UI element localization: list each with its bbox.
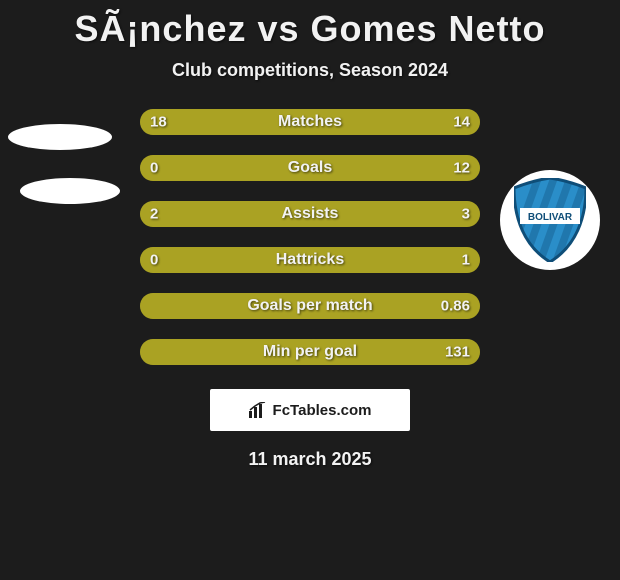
stat-bar: Goals012 [140,155,480,181]
stat-bar: Min per goal131 [140,339,480,365]
bar-left-fill [140,155,147,181]
bar-right-fill [147,339,480,365]
stat-bar: Matches1814 [140,109,480,135]
stat-bar: Hattricks01 [140,247,480,273]
page-title: SÃ¡nchez vs Gomes Netto [0,8,620,50]
bar-right-fill [147,293,480,319]
brand-prefix: Fc [273,402,291,419]
footer-brand-badge: FcTables.com [210,389,410,431]
bar-left-fill [140,339,147,365]
footer-date: 11 march 2025 [0,449,620,470]
brand-rest: Tables.com [290,402,371,419]
decorative-ellipse [20,178,120,204]
shield-icon: BOLIVAR [514,178,586,262]
chart-icon [249,402,267,418]
bar-left-fill [140,201,276,227]
bar-right-fill [276,201,480,227]
bar-left-fill [140,293,147,319]
comparison-card: SÃ¡nchez vs Gomes Netto Club competition… [0,0,620,580]
bar-left-fill [140,109,330,135]
stats-bars: Matches1814 Goals012 Assists23 Hattricks01 G… [140,109,480,365]
subtitle: Club competitions, Season 2024 [0,60,620,81]
footer-brand-text: FcTables.com [273,402,372,419]
bar-right-fill [147,247,480,273]
stat-bar: Goals per match0.86 [140,293,480,319]
club-badge: BOLIVAR [500,170,600,270]
bar-right-fill [330,109,480,135]
stat-bar: Assists23 [140,201,480,227]
bar-right-fill [147,155,480,181]
bar-left-fill [140,247,147,273]
club-badge-text: BOLIVAR [528,212,573,223]
decorative-ellipse [8,124,112,150]
